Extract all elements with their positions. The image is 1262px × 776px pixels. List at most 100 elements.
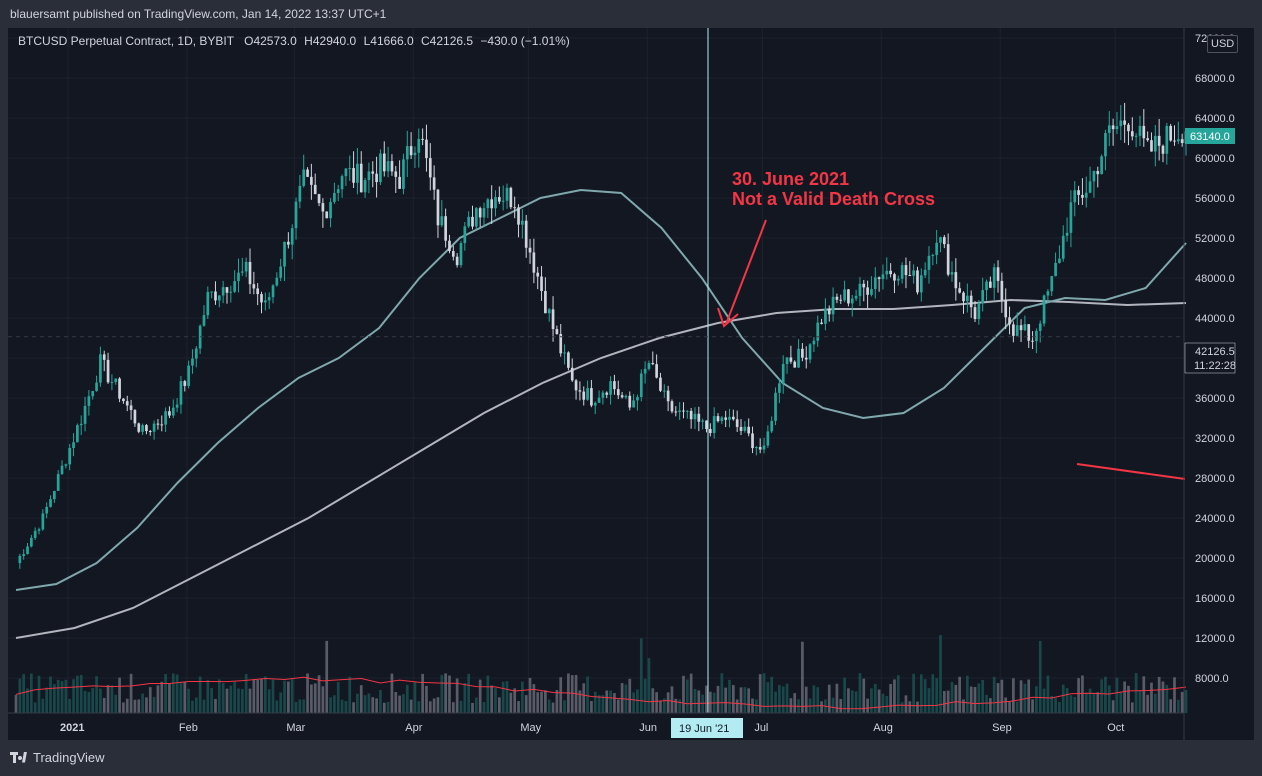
candle-body[interactable] <box>659 377 662 391</box>
tradingview-logo[interactable]: TradingView <box>10 750 105 765</box>
candle-body[interactable] <box>620 395 624 398</box>
candle-body[interactable] <box>505 187 509 201</box>
candle-body[interactable] <box>812 340 816 345</box>
candle-body[interactable] <box>850 298 854 304</box>
candle-body[interactable] <box>194 348 198 359</box>
candle-body[interactable] <box>1073 190 1077 203</box>
trend-line-drawing[interactable] <box>1076 463 1186 480</box>
candle-body[interactable] <box>53 490 56 500</box>
candle-body[interactable] <box>1157 135 1161 146</box>
candle-body[interactable] <box>697 413 701 422</box>
candle-body[interactable] <box>1130 131 1134 137</box>
candle-body[interactable] <box>1173 140 1176 142</box>
candle-body[interactable] <box>1008 317 1011 325</box>
candle-body[interactable] <box>693 413 697 420</box>
candle-body[interactable] <box>563 352 566 354</box>
candle-body[interactable] <box>321 203 325 212</box>
chart-panel[interactable]: 30. June 2021 Not a Valid Death Cross 80… <box>8 28 1254 740</box>
candle-body[interactable] <box>287 241 290 245</box>
candle-body[interactable] <box>325 211 329 219</box>
candle-body[interactable] <box>992 267 996 288</box>
candle-body[interactable] <box>655 364 658 378</box>
candle-body[interactable] <box>524 220 528 248</box>
candle-body[interactable] <box>436 189 440 226</box>
candle-body[interactable] <box>363 180 367 193</box>
candle-body[interactable] <box>206 292 210 316</box>
candle-body[interactable] <box>1054 262 1057 277</box>
candle-body[interactable] <box>202 315 206 326</box>
candle-body[interactable] <box>801 348 804 358</box>
candle-body[interactable] <box>110 382 114 384</box>
candle-body[interactable] <box>555 329 559 334</box>
candle-body[interactable] <box>824 308 827 324</box>
candle-body[interactable] <box>820 322 823 324</box>
candle-body[interactable] <box>217 295 221 301</box>
candle-body[interactable] <box>1169 125 1172 141</box>
candle-body[interactable] <box>444 216 447 241</box>
candle-body[interactable] <box>1061 235 1065 259</box>
candle-body[interactable] <box>1012 324 1015 336</box>
candle-body[interactable] <box>540 276 543 292</box>
candle-body[interactable] <box>33 530 37 538</box>
candle-body[interactable] <box>471 216 474 227</box>
candle-body[interactable] <box>1031 340 1034 342</box>
candle-body[interactable] <box>862 283 866 288</box>
candle-body[interactable] <box>666 390 670 402</box>
candle-body[interactable] <box>279 266 283 278</box>
candle-body[interactable] <box>601 392 605 398</box>
candle-body[interactable] <box>99 354 102 383</box>
candle-body[interactable] <box>942 237 946 245</box>
candle-body[interactable] <box>1165 125 1169 154</box>
candle-body[interactable] <box>712 416 716 434</box>
candle-body[interactable] <box>152 423 156 432</box>
candle-body[interactable] <box>766 431 770 446</box>
candle-body[interactable] <box>244 261 248 272</box>
candle-body[interactable] <box>808 344 812 360</box>
candle-body[interactable] <box>1023 324 1027 331</box>
candle-body[interactable] <box>896 278 900 281</box>
candle-body[interactable] <box>900 265 904 279</box>
candle-body[interactable] <box>1176 139 1180 142</box>
candle-body[interactable] <box>18 555 22 564</box>
candle-body[interactable] <box>290 228 294 245</box>
candle-body[interactable] <box>724 417 728 420</box>
candle-body[interactable] <box>148 431 152 433</box>
candle-body[interactable] <box>229 291 233 293</box>
candle-body[interactable] <box>651 363 655 365</box>
candle-body[interactable] <box>179 381 183 405</box>
candle-body[interactable] <box>590 388 593 406</box>
candle-body[interactable] <box>1111 125 1115 130</box>
candle-body[interactable] <box>969 295 973 308</box>
candle-body[interactable] <box>87 396 91 406</box>
candle-body[interactable] <box>486 199 490 209</box>
candle-body[interactable] <box>885 270 889 275</box>
candle-body[interactable] <box>1119 120 1123 127</box>
candle-body[interactable] <box>451 251 455 257</box>
candle-body[interactable] <box>1146 138 1149 141</box>
candle-body[interactable] <box>294 201 298 229</box>
candle-body[interactable] <box>474 208 478 227</box>
candle-body[interactable] <box>989 281 992 288</box>
candle-body[interactable] <box>386 161 390 172</box>
price-axis[interactable]: 8000.0 12000.0 16000.0 20000.0 24000.0 28000.… <box>1195 33 1235 685</box>
candle-body[interactable] <box>973 307 977 320</box>
candle-body[interactable] <box>41 513 45 530</box>
candle-body[interactable] <box>390 161 394 172</box>
candle-body[interactable] <box>156 423 160 425</box>
candle-body[interactable] <box>781 363 785 384</box>
candle-body[interactable] <box>1123 120 1126 125</box>
candle-body[interactable] <box>106 359 110 383</box>
candle-body[interactable] <box>789 357 793 362</box>
candle-body[interactable] <box>567 352 570 368</box>
candlesticks[interactable] <box>18 102 1188 569</box>
candle-body[interactable] <box>816 322 820 341</box>
candle-body[interactable] <box>1104 132 1107 157</box>
candle-body[interactable] <box>60 465 64 475</box>
candle-body[interactable] <box>966 295 969 302</box>
candle-body[interactable] <box>1142 125 1146 139</box>
candle-body[interactable] <box>49 499 52 507</box>
candle-body[interactable] <box>689 410 693 420</box>
candle-body[interactable] <box>133 410 137 424</box>
candle-body[interactable] <box>298 185 302 202</box>
candle-body[interactable] <box>118 378 121 399</box>
